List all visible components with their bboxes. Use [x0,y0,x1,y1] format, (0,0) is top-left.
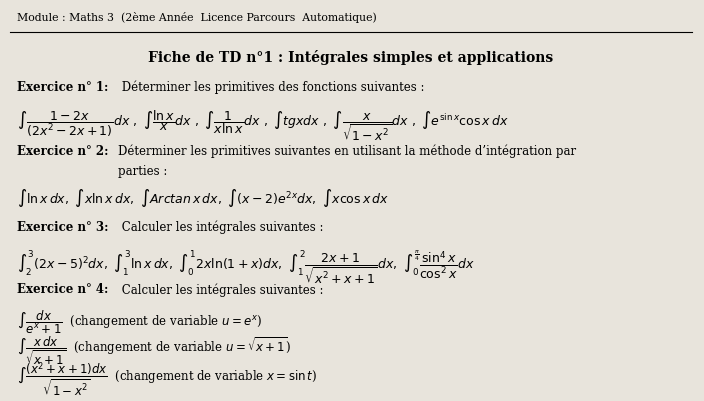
Text: Calculer les intégrales suivantes :: Calculer les intégrales suivantes : [118,284,323,297]
Text: Fiche de TD n°1 : Intégrales simples et applications: Fiche de TD n°1 : Intégrales simples et … [148,50,553,65]
Text: $\int\dfrac{(x^2+x+1)dx}{\sqrt{1-x^2}}$  (changement de variable $x=\sin t$): $\int\dfrac{(x^2+x+1)dx}{\sqrt{1-x^2}}$ … [17,360,317,399]
Text: $\int\dfrac{dx}{e^x+1}$  (changement de variable $u=e^x$): $\int\dfrac{dx}{e^x+1}$ (changement de v… [17,308,262,336]
Text: Exercice n° 1:: Exercice n° 1: [17,81,108,94]
Text: parties :: parties : [118,165,167,178]
Text: Déterminer les primitives des fonctions suivantes :: Déterminer les primitives des fonctions … [118,81,424,94]
Text: $\int_2^3(2x-5)^2dx,\ \int_1^3\ln x\,dx,\ \int_0^1 2x\ln(1+x)dx,\ \int_1^2\dfrac: $\int_2^3(2x-5)^2dx,\ \int_1^3\ln x\,dx,… [17,249,474,287]
Text: Exercice n° 4:: Exercice n° 4: [17,284,108,296]
Text: Module : Maths 3  (2ème Année  Licence Parcours  Automatique): Module : Maths 3 (2ème Année Licence Par… [17,12,377,23]
Text: $\int\dfrac{1-2x}{(2x^2-2x+1)}dx\ ,\ \int\dfrac{\ln x}{x}dx\ ,\ \int\dfrac{1}{x\: $\int\dfrac{1-2x}{(2x^2-2x+1)}dx\ ,\ \in… [17,109,508,144]
Text: Déterminer les primitives suivantes en utilisant la méthode d’intégration par: Déterminer les primitives suivantes en u… [118,145,576,158]
Text: $\int \ln x\,dx,\ \int x\ln x\,dx,\ \int Arctan\,x\,dx,\ \int (x-2)e^{2x}dx,\ \i: $\int \ln x\,dx,\ \int x\ln x\,dx,\ \int… [17,186,389,209]
Text: Calculer les intégrales suivantes :: Calculer les intégrales suivantes : [118,221,323,235]
Text: $\int\dfrac{x\,dx}{\sqrt{x+1}}$  (changement de variable $u=\sqrt{x+1}$): $\int\dfrac{x\,dx}{\sqrt{x+1}}$ (changem… [17,334,291,367]
Text: Exercice n° 2:: Exercice n° 2: [17,145,108,158]
Text: Exercice n° 3:: Exercice n° 3: [17,221,108,234]
